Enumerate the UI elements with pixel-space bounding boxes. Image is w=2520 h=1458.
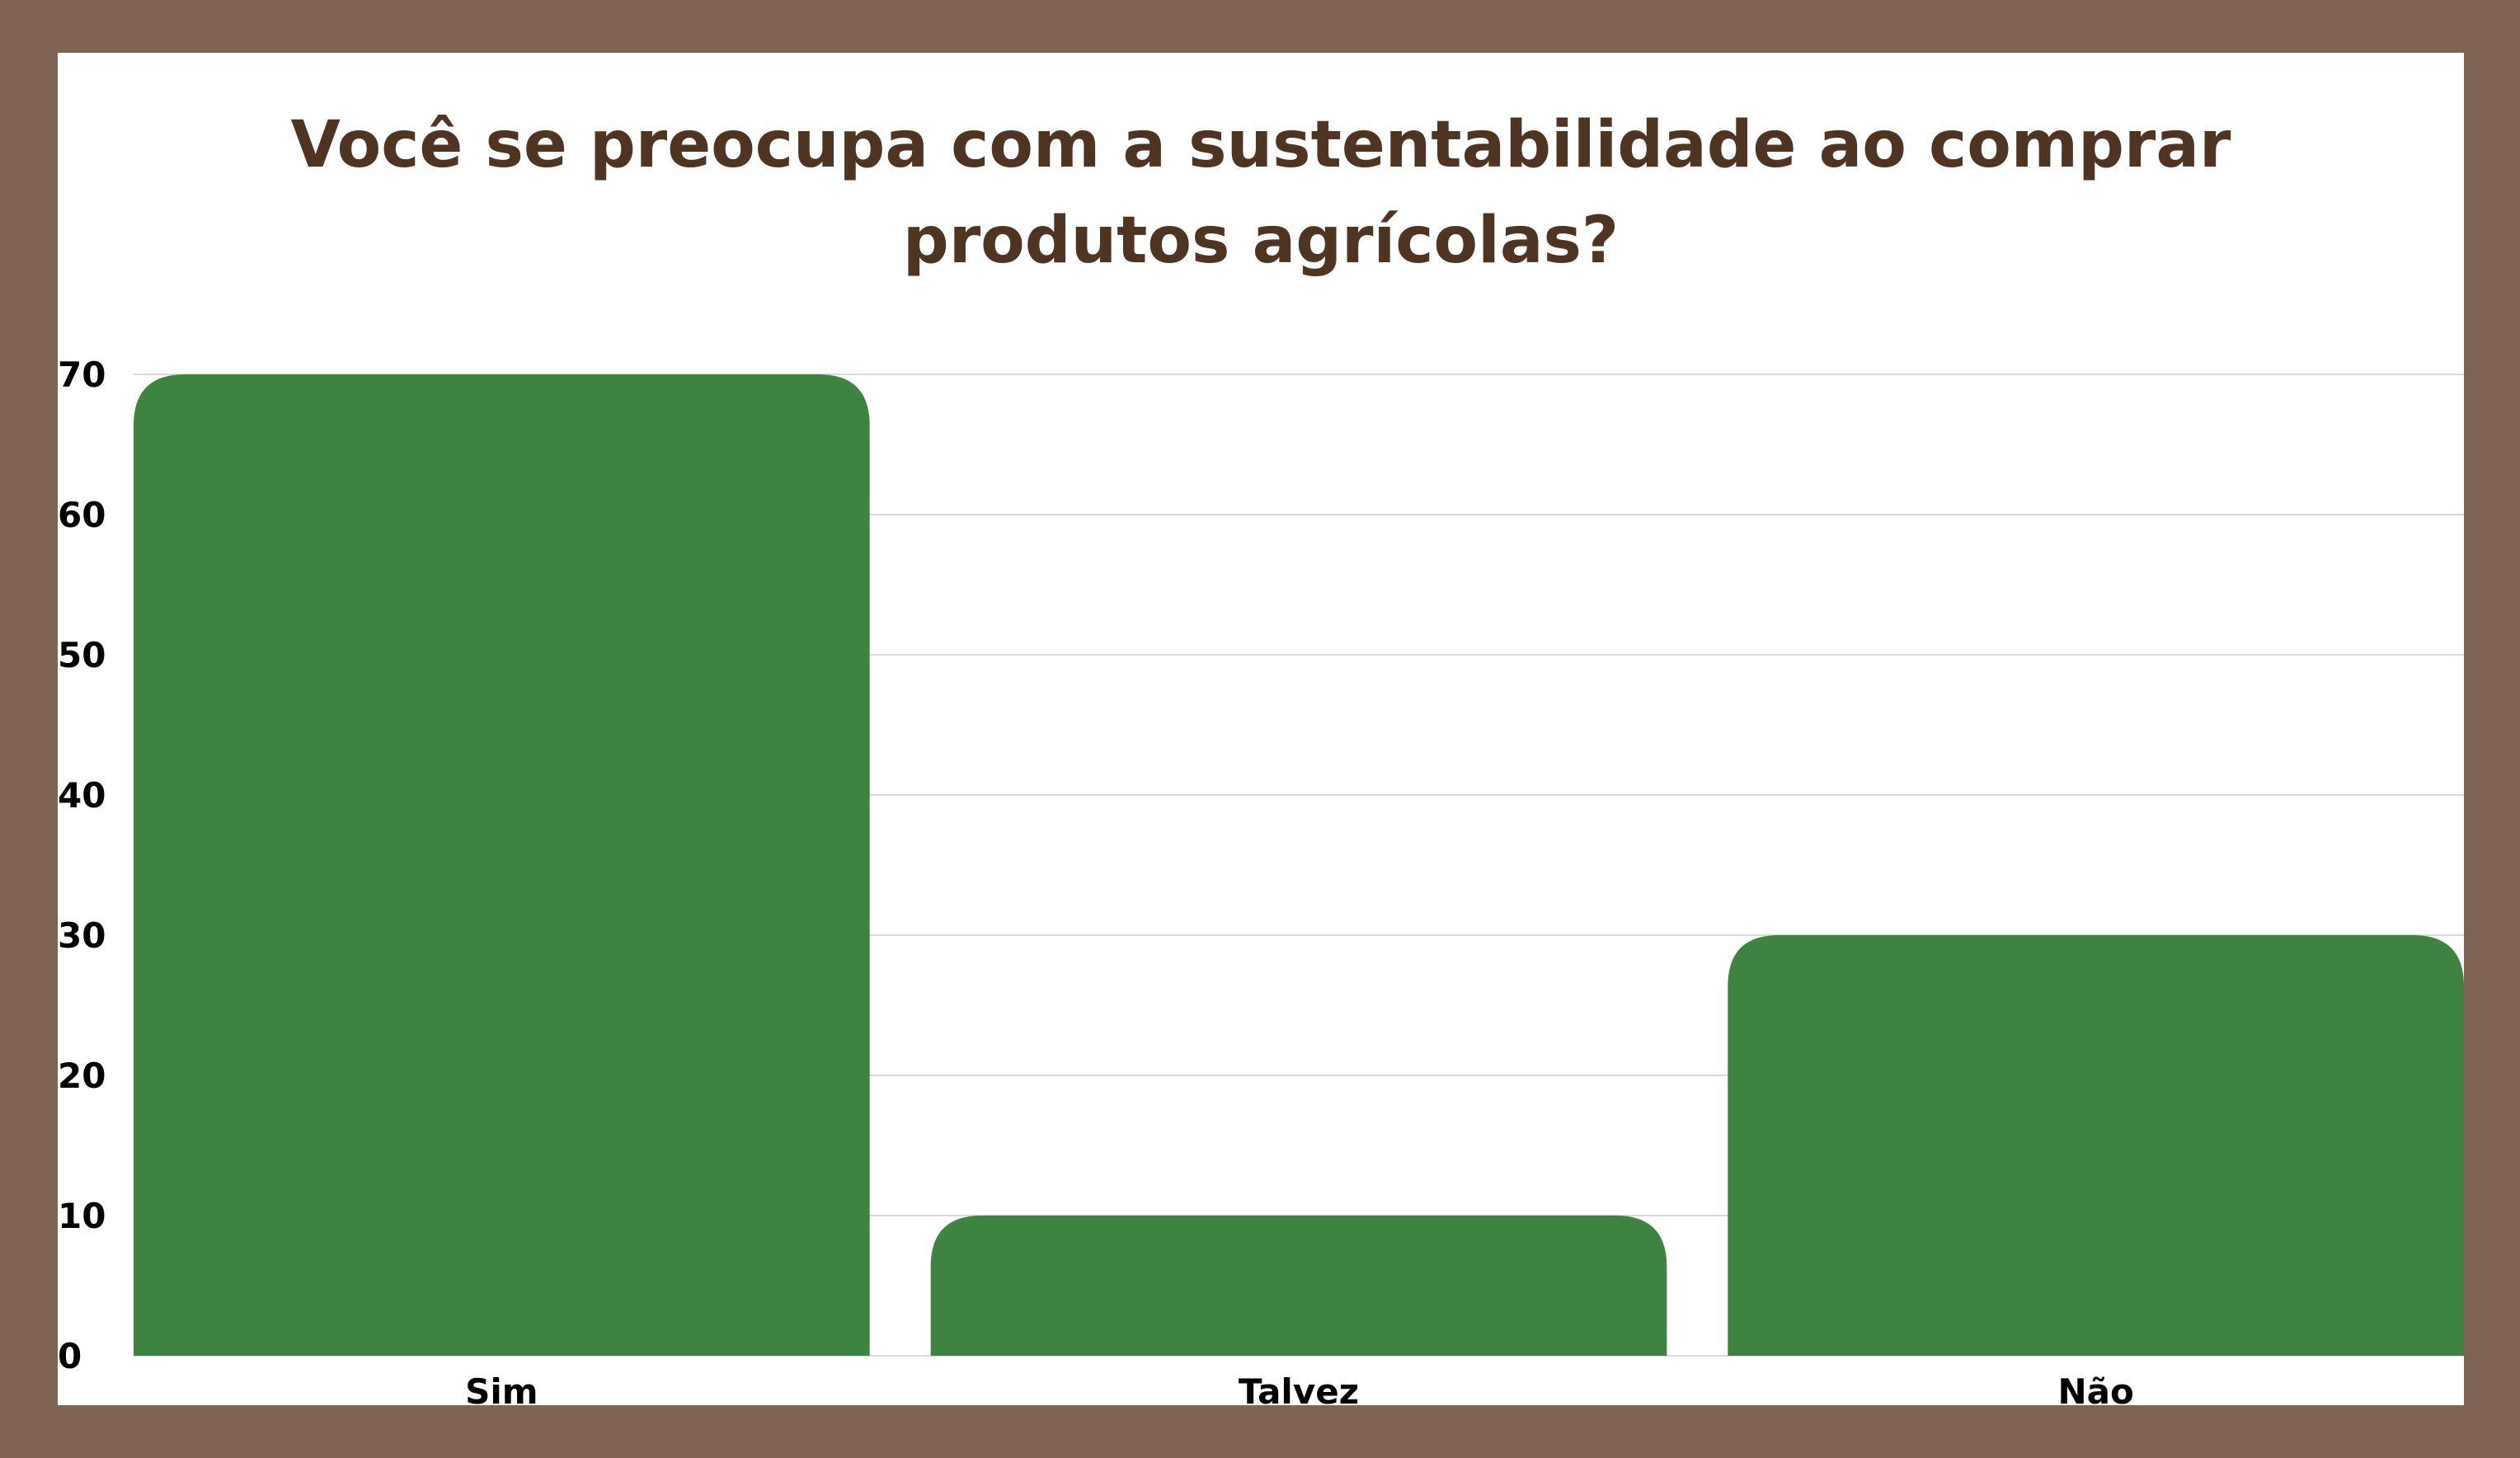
chart-panel: Você se preocupa com a sustentabilidade … <box>58 53 2464 1405</box>
x-tick-label: Não <box>2057 1371 2133 1405</box>
bar-chart: 0 10 20 30 40 50 60 70 Sim Talvez Não <box>58 355 2464 1405</box>
y-tick-label: 10 <box>58 1196 106 1236</box>
bars <box>134 374 2464 1356</box>
x-tick-label: Sim <box>465 1371 538 1405</box>
y-tick-label: 0 <box>58 1336 82 1376</box>
chart-title: Você se preocupa com a sustentabilidade … <box>290 108 2231 278</box>
y-tick-label: 30 <box>58 915 106 956</box>
x-axis: Sim Talvez Não <box>465 1371 2134 1405</box>
y-axis: 0 10 20 30 40 50 60 70 <box>58 355 106 1376</box>
x-tick-label: Talvez <box>1239 1371 1359 1405</box>
y-tick-label: 50 <box>58 635 106 675</box>
y-tick-label: 20 <box>58 1056 106 1096</box>
y-tick-label: 40 <box>58 775 106 816</box>
bar-sim <box>134 374 870 1356</box>
bar-não <box>1728 935 2464 1356</box>
bar-talvez <box>930 1216 1667 1356</box>
y-tick-label: 60 <box>58 495 106 535</box>
y-tick-label: 70 <box>58 355 106 395</box>
